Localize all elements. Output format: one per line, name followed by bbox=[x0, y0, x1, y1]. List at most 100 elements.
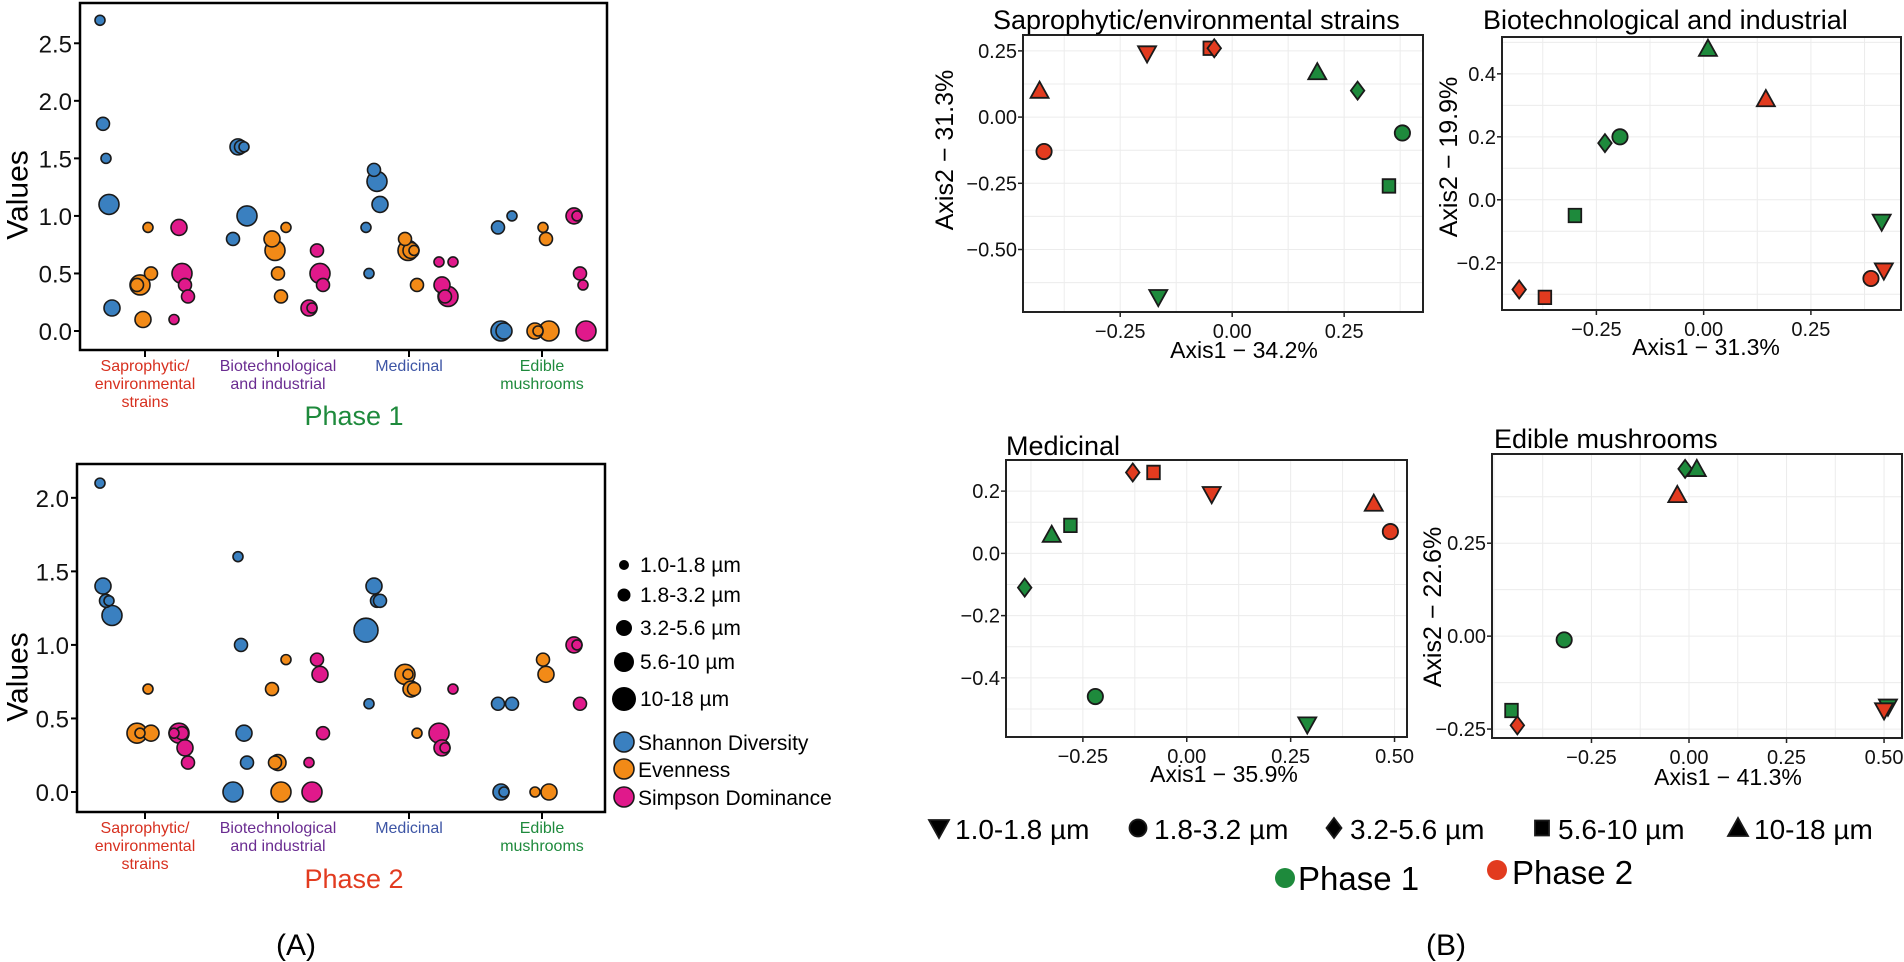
data-point-shannon-diversity bbox=[94, 577, 112, 595]
data-point-shannon-diversity bbox=[103, 594, 115, 607]
legend-size-label: 3.2-5.6 µm bbox=[640, 617, 741, 640]
data-point-evenness bbox=[535, 652, 551, 667]
triangle-down-marker bbox=[1136, 45, 1158, 65]
y-tick-label: 0.0 bbox=[39, 319, 72, 346]
data-point-shannon-diversity bbox=[238, 141, 250, 153]
plot-frame bbox=[1491, 453, 1903, 739]
y-axis-label: Axis2 − 31.3% bbox=[931, 70, 959, 231]
triangle-up-marker bbox=[1666, 484, 1688, 503]
circle-marker bbox=[1381, 523, 1399, 541]
data-point-shannon-diversity bbox=[101, 604, 123, 627]
data-point-shannon-diversity bbox=[372, 593, 388, 609]
legend-phase1-dot bbox=[1275, 868, 1295, 888]
data-point-simpson-dominance bbox=[303, 756, 315, 769]
square-marker bbox=[1063, 517, 1078, 534]
x-tick-label: 0.25 bbox=[1271, 746, 1310, 768]
square-marker bbox=[1567, 207, 1583, 224]
data-point-simpson-dominance bbox=[168, 313, 180, 326]
x-tick-label: 0.25 bbox=[1767, 747, 1806, 769]
circle-marker bbox=[1128, 818, 1148, 838]
x-tick-label: 0.00 bbox=[1213, 321, 1252, 343]
triangle-up-marker bbox=[1686, 458, 1708, 477]
data-point-evenness bbox=[267, 755, 283, 770]
data-point-shannon-diversity bbox=[225, 231, 241, 247]
category-label: Edible bbox=[520, 820, 565, 837]
data-point-shannon-diversity bbox=[98, 193, 120, 216]
data-point-evenness bbox=[408, 244, 420, 257]
data-point-shannon-diversity bbox=[504, 696, 520, 712]
legend-shape-label: 1.0-1.8 µm bbox=[955, 814, 1089, 845]
legend-size-dot bbox=[619, 560, 629, 570]
bubble-plot-1: 0.0 0.5 1.0 1.5 2.0 2.5 Values Saprophytic/envi… bbox=[2, 1, 609, 431]
category-label: Edible bbox=[520, 358, 565, 375]
y-tick-label: −0.25 bbox=[966, 173, 1017, 195]
y-axis-label: Values bbox=[2, 150, 35, 240]
x-axis-label: Axis1 − 35.9% bbox=[1150, 761, 1298, 787]
data-point-evenness bbox=[142, 683, 154, 695]
legend-shape-label: 3.2-5.6 µm bbox=[1350, 814, 1484, 845]
circle-marker bbox=[1611, 128, 1629, 146]
triangle-down-marker bbox=[1147, 289, 1169, 309]
x-tick-label: 0.50 bbox=[1865, 747, 1904, 769]
pcoa-plot-1: Saprophytic/environmental strains −0.25 0.… bbox=[931, 5, 1424, 363]
circle-marker bbox=[1035, 142, 1053, 161]
legend-phase2-dot bbox=[1487, 860, 1507, 880]
category-label: and industrial bbox=[230, 838, 325, 855]
plot-title: Saprophytic/environmental strains bbox=[993, 5, 1400, 35]
panel-label-a: (A) bbox=[276, 929, 316, 962]
x-tick-label: −0.25 bbox=[1571, 319, 1622, 341]
data-point-evenness bbox=[129, 277, 145, 293]
data-point-shannon-diversity bbox=[498, 786, 510, 798]
y-tick-label: 0.25 bbox=[978, 41, 1017, 63]
data-point-evenness bbox=[540, 783, 558, 801]
data-point-evenness bbox=[538, 231, 554, 247]
data-point-evenness bbox=[411, 727, 423, 739]
data-point-shannon-diversity bbox=[222, 781, 244, 803]
data-point-evenness bbox=[134, 727, 146, 739]
x-axis-label: Axis1 − 34.2% bbox=[1170, 337, 1318, 363]
x-tick-label: 0.25 bbox=[1791, 319, 1830, 341]
data-point-simpson-dominance bbox=[439, 742, 451, 754]
y-tick-label: −0.4 bbox=[961, 668, 1000, 690]
x-tick-label: 0.00 bbox=[1167, 746, 1206, 768]
diamond-marker bbox=[1349, 80, 1366, 102]
data-point-shannon-diversity bbox=[371, 195, 389, 214]
data-point-simpson-dominance bbox=[180, 755, 196, 770]
x-axis-label: Axis1 − 31.3% bbox=[1632, 334, 1780, 360]
category-label: strains bbox=[121, 394, 168, 411]
data-point-simpson-dominance bbox=[180, 289, 196, 304]
data-point-evenness bbox=[280, 221, 292, 234]
category-label: mushrooms bbox=[500, 376, 584, 393]
data-point-evenness bbox=[280, 653, 292, 666]
diamond-marker bbox=[1511, 279, 1528, 301]
diamond-marker bbox=[1016, 577, 1033, 599]
plot-frame bbox=[78, 1, 609, 352]
y-tick-label: −0.2 bbox=[961, 606, 1000, 628]
legend-size-label: 10-18 µm bbox=[640, 688, 729, 711]
data-point-simpson-dominance bbox=[572, 696, 588, 712]
triangle-up-marker bbox=[1306, 61, 1328, 81]
data-point-shannon-diversity bbox=[95, 116, 111, 132]
x-tick-label: −0.25 bbox=[1095, 321, 1146, 343]
data-point-shannon-diversity bbox=[103, 299, 121, 317]
data-point-simpson-dominance bbox=[447, 683, 459, 695]
circle-marker bbox=[1862, 269, 1880, 288]
y-tick-label: 0.0 bbox=[972, 543, 1000, 565]
data-point-evenness bbox=[409, 277, 425, 293]
data-point-simpson-dominance bbox=[437, 289, 453, 304]
y-tick-label: 2.0 bbox=[36, 486, 69, 513]
y-tick-label: 0.00 bbox=[978, 107, 1017, 129]
y-tick-label: 0.2 bbox=[1468, 127, 1496, 149]
data-point-evenness bbox=[273, 289, 289, 304]
data-point-simpson-dominance bbox=[575, 320, 597, 342]
data-point-shannon-diversity bbox=[363, 267, 375, 280]
y-tick-label: −0.25 bbox=[1435, 719, 1486, 741]
y-tick-label: 1.0 bbox=[36, 633, 69, 660]
category-label: Biotechnological bbox=[220, 820, 337, 837]
data-point-evenness bbox=[270, 781, 292, 803]
x-tick-label: −0.25 bbox=[1566, 747, 1617, 769]
y-tick-label: 1.5 bbox=[36, 559, 69, 586]
y-axis-label: Values bbox=[2, 632, 35, 722]
data-point-simpson-dominance bbox=[309, 652, 325, 667]
legend-shape-label: 1.8-3.2 µm bbox=[1154, 814, 1288, 845]
